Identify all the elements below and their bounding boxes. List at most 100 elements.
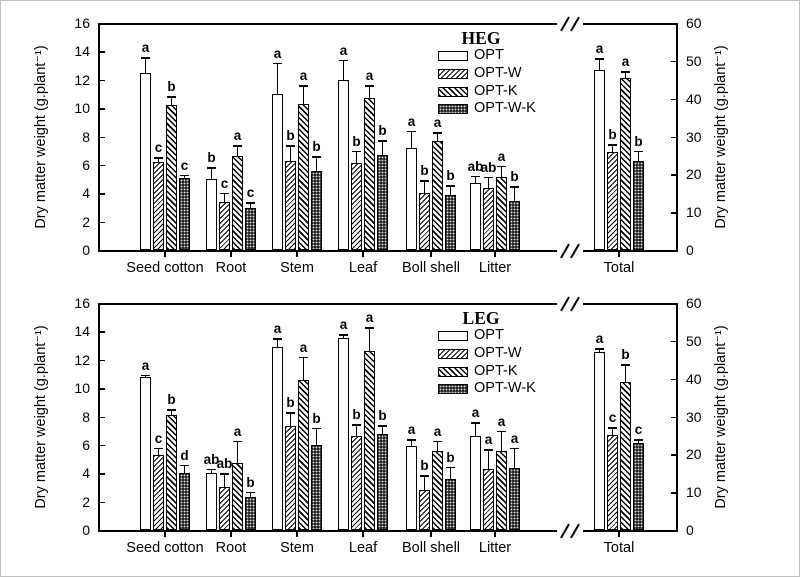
right-tick-label: 10: [686, 204, 702, 221]
left-axis-tick: [100, 473, 105, 475]
left-axis-tick: [100, 530, 105, 532]
legend-swatch-opt-icon: [438, 331, 468, 341]
error-bar: [608, 144, 617, 152]
significance-letter: a: [595, 331, 604, 347]
bar-opt-w-k: [509, 467, 520, 530]
bar-opt-w: [219, 487, 230, 530]
legend-swatch-opt-k-icon: [438, 366, 468, 377]
category-tick: [618, 532, 620, 537]
left-y-axis: [98, 23, 100, 252]
significance-letter: c: [154, 140, 163, 156]
error-bar: [595, 58, 604, 71]
significance-letter: a: [595, 41, 604, 57]
error-bar: [608, 427, 617, 436]
bar-opt-w-k: [245, 208, 256, 250]
right-tick-label: 20: [686, 446, 702, 463]
right-axis-tick: [671, 174, 676, 176]
left-axis-tick: [100, 331, 105, 333]
category-label: Seed cotton: [126, 540, 204, 556]
significance-letter: ab: [480, 159, 497, 175]
significance-letter: b: [352, 407, 361, 423]
error-bar: [420, 475, 429, 490]
bar-opt-k: [496, 176, 507, 250]
legend-label: OPT-W: [474, 64, 522, 81]
axis-break-slash-icon: [570, 296, 580, 312]
bar-opt-k: [232, 155, 243, 250]
left-axis-tick: [100, 108, 105, 110]
error-bar: [497, 430, 506, 451]
legend-label: OPT: [474, 47, 504, 63]
category-label: Litter: [478, 260, 512, 276]
bar-opt-w: [419, 489, 430, 530]
right-tick-label: 40: [686, 370, 702, 387]
error-bar: [273, 62, 282, 95]
significance-letter: c: [154, 430, 163, 446]
error-bar: [220, 473, 229, 488]
significance-letter: b: [608, 127, 617, 143]
significance-letter: a: [497, 148, 506, 164]
left-axis-tick: [100, 250, 105, 252]
left-axis-tick: [100, 79, 105, 82]
bar-opt: [272, 93, 283, 250]
category-tick: [362, 532, 364, 537]
legend-swatch-opt-w-k-icon: [438, 104, 468, 115]
error-bar: [433, 440, 442, 451]
significance-letter: b: [378, 123, 387, 139]
significance-letter: a: [497, 413, 506, 429]
significance-letter: c: [608, 410, 617, 426]
significance-letter: a: [621, 54, 630, 70]
category-tick: [618, 252, 620, 257]
error-bar: [407, 439, 416, 447]
significance-letter: c: [634, 422, 643, 438]
axis-break-slash-icon: [570, 523, 580, 539]
left-y-axis-title: Dry matter weight (g.plant⁻¹): [33, 324, 49, 509]
left-axis-tick: [100, 303, 105, 305]
bar-opt-k: [298, 379, 309, 530]
category-tick: [430, 532, 432, 537]
frame-top-segment: [583, 303, 678, 305]
bar-opt: [206, 179, 217, 250]
right-axis-tick: [671, 250, 676, 252]
category-label: Root: [215, 540, 247, 556]
error-bar: [510, 447, 519, 468]
error-bar: [180, 174, 189, 178]
significance-letter: c: [180, 157, 189, 173]
bar-opt: [470, 182, 481, 250]
category-tick: [230, 532, 232, 537]
error-bar: [510, 186, 519, 201]
bar-opt: [272, 346, 283, 530]
bar-opt: [594, 70, 605, 250]
bar-opt: [594, 352, 605, 530]
left-axis-tick: [100, 221, 105, 224]
category-tick: [164, 252, 166, 257]
significance-letter: a: [233, 128, 242, 143]
left-axis-tick: [100, 416, 105, 418]
significance-letter: b: [446, 449, 455, 465]
bar-opt: [338, 338, 349, 530]
error-bar: [595, 348, 604, 352]
bar-opt-k: [620, 77, 631, 250]
legend-swatch-opt-w-k-icon: [438, 384, 468, 395]
bar-opt-k: [620, 382, 631, 530]
error-bar: [299, 356, 308, 380]
error-bar: [154, 447, 163, 455]
significance-letter: b: [286, 395, 295, 411]
left-axis-tick: [100, 501, 105, 504]
right-tick-label: 40: [686, 90, 702, 107]
error-bar: [220, 192, 229, 202]
significance-letter: a: [433, 423, 442, 439]
significance-letter: a: [471, 405, 480, 421]
right-axis-tick: [671, 303, 676, 305]
left-tick-label: 16: [74, 15, 90, 31]
right-y-axis-title: Dry matter weight (g.plant⁻¹): [713, 324, 729, 509]
significance-letter: b: [420, 458, 429, 474]
bar-opt: [140, 72, 151, 250]
x-axis-segment: [98, 530, 557, 532]
error-bar: [207, 167, 216, 180]
category-label: Litter: [478, 540, 512, 556]
significance-letter: b: [312, 410, 321, 426]
bar-opt-w-k: [377, 433, 388, 530]
error-bar: [497, 165, 506, 178]
frame-top-segment: [98, 303, 557, 305]
